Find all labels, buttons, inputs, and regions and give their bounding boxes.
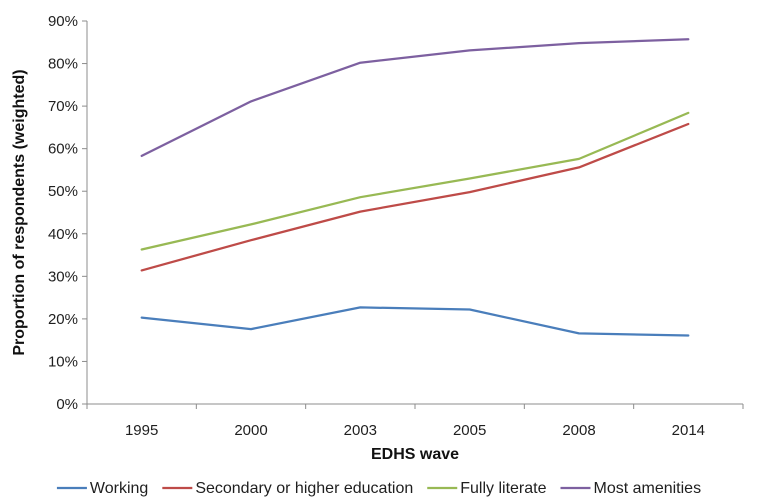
y-tick-label: 10% <box>48 353 78 370</box>
y-tick-label: 50% <box>48 183 78 200</box>
y-tick-label: 30% <box>48 268 78 285</box>
series-line-secondary-or-higher-education <box>140 122 690 272</box>
x-tick-label: 1995 <box>125 422 158 439</box>
legend: Working Secondary or higher education Full… <box>56 480 701 497</box>
legend-item: Working <box>56 480 148 497</box>
x-tick-label: 2014 <box>672 422 705 439</box>
y-tick-label: 90% <box>48 13 78 30</box>
x-tick-label: 2003 <box>344 422 377 439</box>
y-axis-title: Proportion of respondents (weighted) <box>11 69 28 355</box>
legend-label: Most amenities <box>593 480 701 497</box>
y-tick-label: 70% <box>48 98 78 115</box>
x-axis-title: EDHS wave <box>371 446 459 463</box>
y-tick-label: 40% <box>48 226 78 243</box>
x-axis-ticks: 1995 2000 2003 2005 2008 2014 <box>86 404 744 439</box>
y-axis-ticks: 0% 10% 20% 30% 40% 50% 60% 70% 80% 90% <box>48 13 87 413</box>
x-tick-label: 2008 <box>562 422 595 439</box>
y-tick-label: 60% <box>48 141 78 158</box>
y-tick-label: 80% <box>48 56 78 73</box>
series-line-working <box>140 306 690 337</box>
legend-item: Fully literate <box>427 480 547 497</box>
y-tick-label: 0% <box>56 396 78 413</box>
legend-item: Most amenities <box>560 480 701 497</box>
series-layer <box>140 38 690 337</box>
x-tick-label: 2000 <box>234 422 267 439</box>
legend-item: Secondary or higher education <box>162 480 413 497</box>
series-line-fully-literate <box>140 111 690 251</box>
legend-label: Working <box>90 480 148 497</box>
legend-label: Fully literate <box>460 480 546 497</box>
x-tick-label: 2005 <box>453 422 486 439</box>
y-tick-label: 20% <box>48 311 78 328</box>
legend-label: Secondary or higher education <box>195 480 413 497</box>
series-line-most-amenities <box>140 38 690 158</box>
